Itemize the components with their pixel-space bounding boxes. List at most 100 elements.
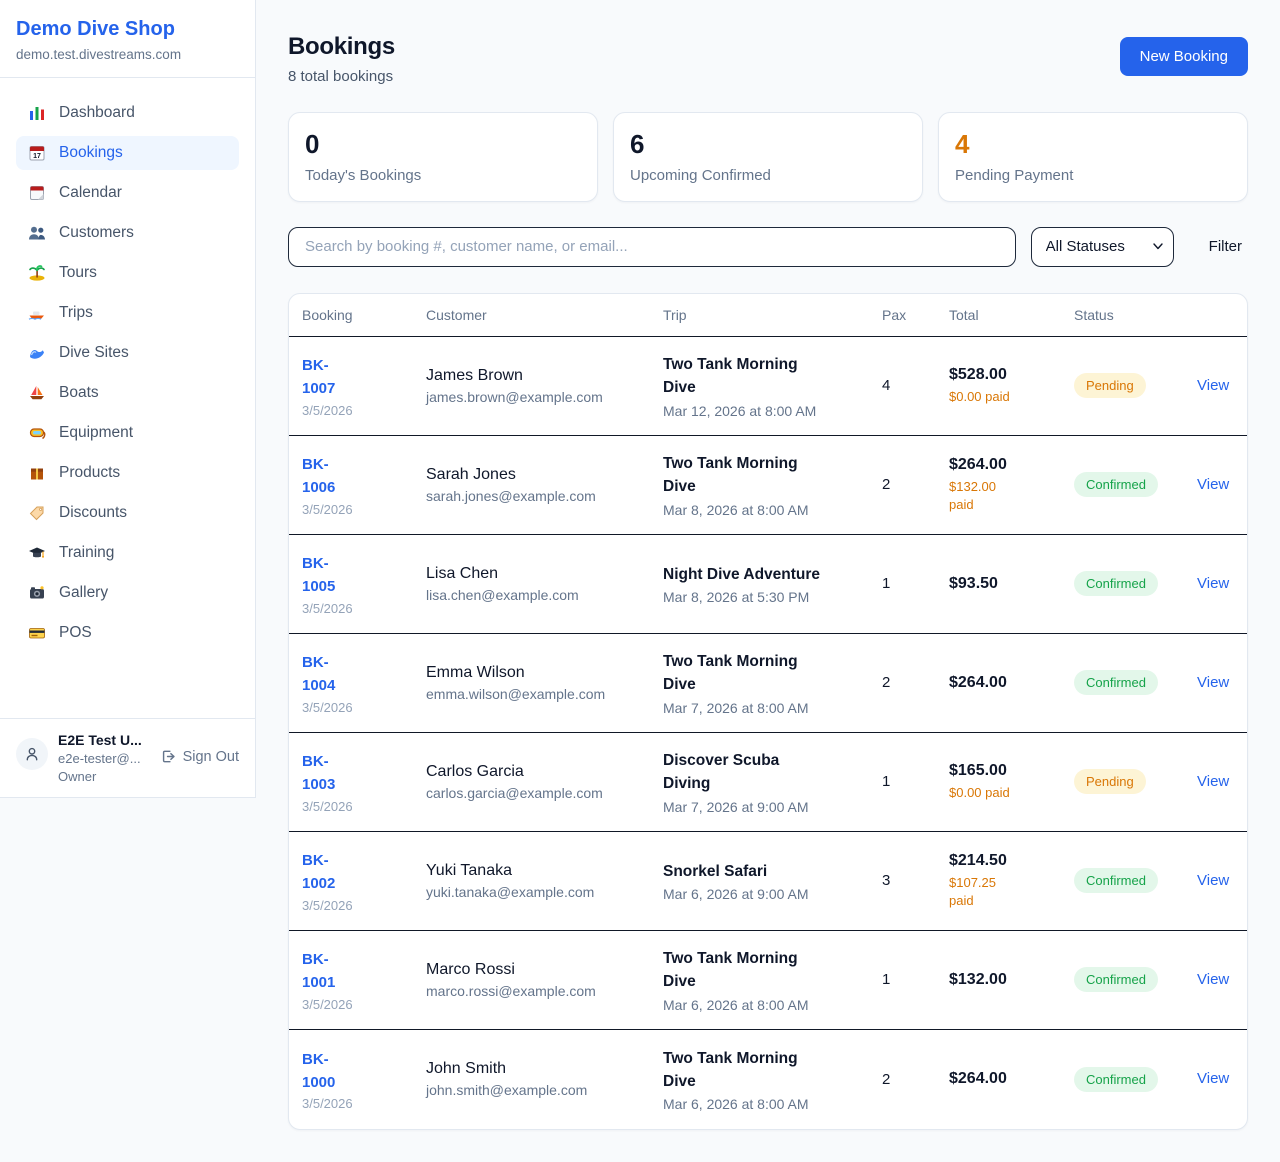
col-pax: Pax (882, 306, 907, 323)
user-name: E2E Test U... (58, 732, 142, 748)
col-total: Total (949, 306, 979, 323)
customer-name: Yuki Tanaka (426, 861, 512, 879)
trip-name: Snorkel Safari (663, 862, 768, 880)
customer-name: James Brown (426, 366, 523, 384)
app: Demo Dive Shop demo.test.divestreams.com… (0, 0, 1248, 1130)
sign-out-label: Sign Out (182, 748, 239, 765)
booking-date: 3/5/2026 (302, 1096, 353, 1112)
status-badge: Confirmed (1074, 967, 1158, 993)
booking-id-link[interactable]: BK-1003 (302, 753, 336, 794)
stat-label: Upcoming Confirmed (630, 166, 771, 184)
booking-id-link[interactable]: BK-1004 (302, 654, 336, 695)
sidebar-item-label: Bookings (59, 144, 123, 161)
booking-date: 3/5/2026 (302, 600, 353, 616)
trip-name: Two Tank Morning Dive (663, 455, 798, 496)
status-badge: Confirmed (1074, 868, 1158, 894)
pax-count: 2 (882, 674, 891, 692)
booking-id-link[interactable]: BK-1002 (302, 852, 336, 893)
view-link[interactable]: View (1197, 376, 1230, 394)
sidebar-item-equipment[interactable]: Equipment (16, 416, 239, 450)
trip-datetime: Mar 6, 2026 at 9:00 AM (663, 886, 809, 903)
stat-value: 6 (630, 129, 645, 159)
calendar-date-icon: 17 (29, 146, 45, 161)
sign-out-button[interactable]: Sign Out (160, 748, 239, 765)
trip-name: Two Tank Morning Dive (663, 356, 798, 397)
sidebar-item-discounts[interactable]: Discounts (16, 496, 239, 530)
sidebar-item-dashboard[interactable]: Dashboard (16, 96, 239, 130)
paid-amount: $0.00 paid (949, 388, 1010, 404)
view-link[interactable]: View (1197, 871, 1230, 889)
view-link[interactable]: View (1197, 772, 1230, 790)
booking-id-link[interactable]: BK-1007 (302, 357, 336, 398)
package-icon (31, 468, 43, 480)
trip-datetime: Mar 8, 2026 at 8:00 AM (663, 501, 809, 518)
status-badge: Confirmed (1074, 1066, 1158, 1092)
view-link[interactable]: View (1197, 673, 1230, 691)
trip-name: Two Tank Morning Dive (663, 1049, 798, 1090)
trip-name: Night Dive Adventure (663, 565, 821, 583)
customer-name: Sarah Jones (426, 465, 516, 483)
trip-datetime: Mar 6, 2026 at 8:00 AM (663, 996, 809, 1013)
filter-button[interactable]: Filter (1203, 238, 1248, 255)
user-email: e2e-tester@... (58, 751, 141, 766)
search-input[interactable] (288, 226, 1016, 267)
users-icon (29, 226, 45, 240)
table-row: BK-1002 3/5/2026 Yuki Tanaka yuki.tanaka@e… (289, 832, 1247, 931)
new-booking-button[interactable]: New Booking (1119, 37, 1248, 76)
sidebar-item-training[interactable]: Training (16, 536, 239, 570)
customer-name: Carlos Garcia (426, 762, 524, 780)
sidebar: Demo Dive Shop demo.test.divestreams.com… (0, 0, 256, 798)
paid-amount: $132.00 paid (949, 478, 996, 512)
pax-count: 2 (882, 476, 891, 494)
table-row: BK-1003 3/5/2026 Carlos Garcia carlos.garc… (289, 733, 1247, 832)
total-amount: $93.50 (949, 574, 998, 592)
svg-text:17: 17 (33, 153, 41, 160)
sidebar-item-gallery[interactable]: Gallery (16, 576, 239, 610)
booking-date: 3/5/2026 (302, 402, 353, 418)
customer-name: Emma Wilson (426, 663, 525, 681)
status-filter-select[interactable]: All Statuses (1030, 226, 1174, 267)
sidebar-item-dive-sites[interactable]: Dive Sites (16, 336, 239, 370)
total-amount: $132.00 (949, 970, 1007, 988)
col-trip: Trip (663, 306, 687, 323)
booking-date: 3/5/2026 (302, 996, 353, 1012)
paid-amount: $0.00 paid (949, 784, 1010, 800)
sidebar-item-bookings[interactable]: 17 Bookings (16, 136, 239, 170)
customer-name: Marco Rossi (426, 960, 515, 978)
avatar (16, 738, 48, 770)
booking-id-link[interactable]: BK-1006 (302, 456, 336, 497)
table-header: Booking Customer Trip Pax Total Status (289, 294, 1247, 337)
total-amount: $214.50 (949, 851, 1007, 869)
sidebar-item-boats[interactable]: Boats (16, 376, 239, 410)
pax-count: 1 (882, 773, 891, 791)
booking-id-link[interactable]: BK-1001 (302, 951, 336, 992)
trip-name: Two Tank Morning Dive (663, 653, 798, 694)
customer-email: yuki.tanaka@example.com (426, 883, 595, 900)
sidebar-item-label: Equipment (59, 424, 134, 441)
wave-icon (30, 349, 44, 359)
sidebar-item-label: Calendar (59, 184, 122, 201)
stat-value: 0 (305, 129, 320, 159)
view-link[interactable]: View (1197, 574, 1230, 592)
sidebar-item-tours[interactable]: Tours (16, 256, 239, 290)
dive-mask-icon (29, 428, 46, 440)
booking-id-link[interactable]: BK-1000 (302, 1050, 336, 1091)
sidebar-item-trips[interactable]: Trips (16, 296, 239, 330)
sidebar-item-customers[interactable]: Customers (16, 216, 239, 250)
sidebar-item-calendar[interactable]: Calendar (16, 176, 239, 210)
view-link[interactable]: View (1197, 1070, 1230, 1088)
view-link[interactable]: View (1197, 970, 1230, 988)
customer-email: carlos.garcia@example.com (426, 784, 603, 801)
total-amount: $165.00 (949, 761, 1007, 779)
view-link[interactable]: View (1197, 475, 1230, 493)
sidebar-item-label: Gallery (59, 584, 109, 601)
booking-id-link[interactable]: BK-1005 (302, 555, 336, 596)
table-row: BK-1007 3/5/2026 James Brown james.brown@e… (289, 337, 1247, 436)
status-filter-wrap: All Statuses (1030, 226, 1174, 267)
customer-email: marco.rossi@example.com (426, 982, 596, 999)
sidebar-item-products[interactable]: Products (16, 456, 239, 490)
sidebar-item-pos[interactable]: POS (16, 616, 239, 650)
trip-datetime: Mar 8, 2026 at 5:30 PM (663, 589, 810, 606)
table-row: BK-1006 3/5/2026 Sarah Jones sarah.jones@e… (289, 436, 1247, 535)
sidebar-header: Demo Dive Shop demo.test.divestreams.com (0, 0, 255, 78)
